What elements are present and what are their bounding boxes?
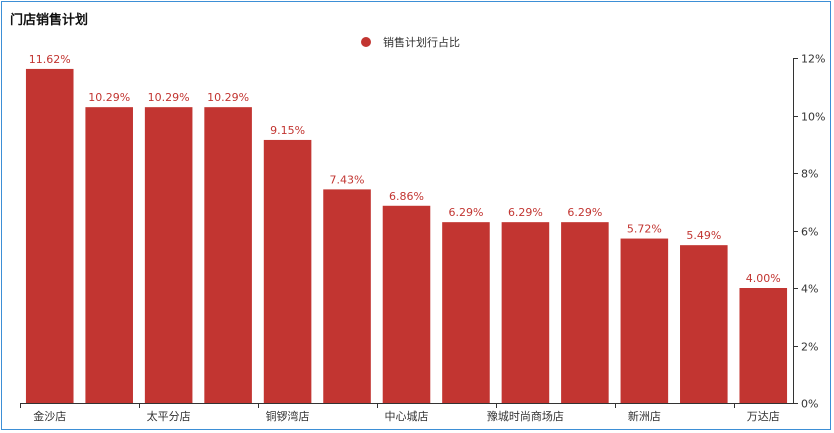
data-label: 6.86%	[389, 190, 424, 203]
legend-marker	[361, 37, 371, 47]
bar	[561, 222, 609, 403]
x-tick-label: 金沙店	[33, 409, 66, 423]
bar	[442, 222, 490, 403]
bar	[680, 245, 728, 403]
bar	[382, 205, 431, 403]
x-tick-label: 铜锣湾店	[266, 409, 310, 423]
y-tick-label: 10%	[801, 111, 825, 124]
y-tick-label: 8%	[801, 168, 818, 181]
x-tick-label: 万达店	[747, 409, 780, 423]
x-tick-label: 太平分店	[147, 409, 191, 423]
data-label: 5.72%	[627, 223, 662, 236]
bar	[144, 107, 193, 403]
data-label: 10.29%	[207, 91, 249, 104]
x-tick-label: 豫城时尚商场店	[487, 409, 564, 423]
bar	[620, 238, 669, 403]
bar	[501, 222, 550, 403]
bar	[739, 288, 788, 403]
x-tick-label: 中心城店	[385, 409, 429, 423]
y-tick-label: 12%	[801, 53, 825, 66]
data-label: 9.15%	[270, 124, 305, 137]
y-tick-label: 6%	[801, 226, 818, 239]
data-label: 6.29%	[567, 206, 602, 219]
y-tick-label: 0%	[801, 398, 818, 411]
bar	[85, 107, 133, 403]
data-label: 6.29%	[508, 206, 543, 219]
bar	[204, 107, 252, 403]
data-label: 10.29%	[88, 91, 130, 104]
legend-label: 销售计划行占比	[383, 35, 460, 49]
data-label: 4.00%	[746, 272, 781, 285]
data-label: 6.29%	[448, 206, 483, 219]
data-label: 10.29%	[148, 91, 190, 104]
bar	[25, 68, 74, 404]
data-label: 11.62%	[29, 53, 71, 66]
x-tick-label: 新洲店	[628, 409, 661, 423]
bar	[323, 189, 371, 403]
data-label: 5.49%	[686, 229, 721, 242]
y-tick-label: 4%	[801, 283, 818, 296]
chart-title: 门店销售计划	[10, 13, 89, 28]
data-label: 7.43%	[330, 173, 365, 186]
y-tick-label: 2%	[801, 341, 818, 354]
bar	[263, 139, 312, 403]
